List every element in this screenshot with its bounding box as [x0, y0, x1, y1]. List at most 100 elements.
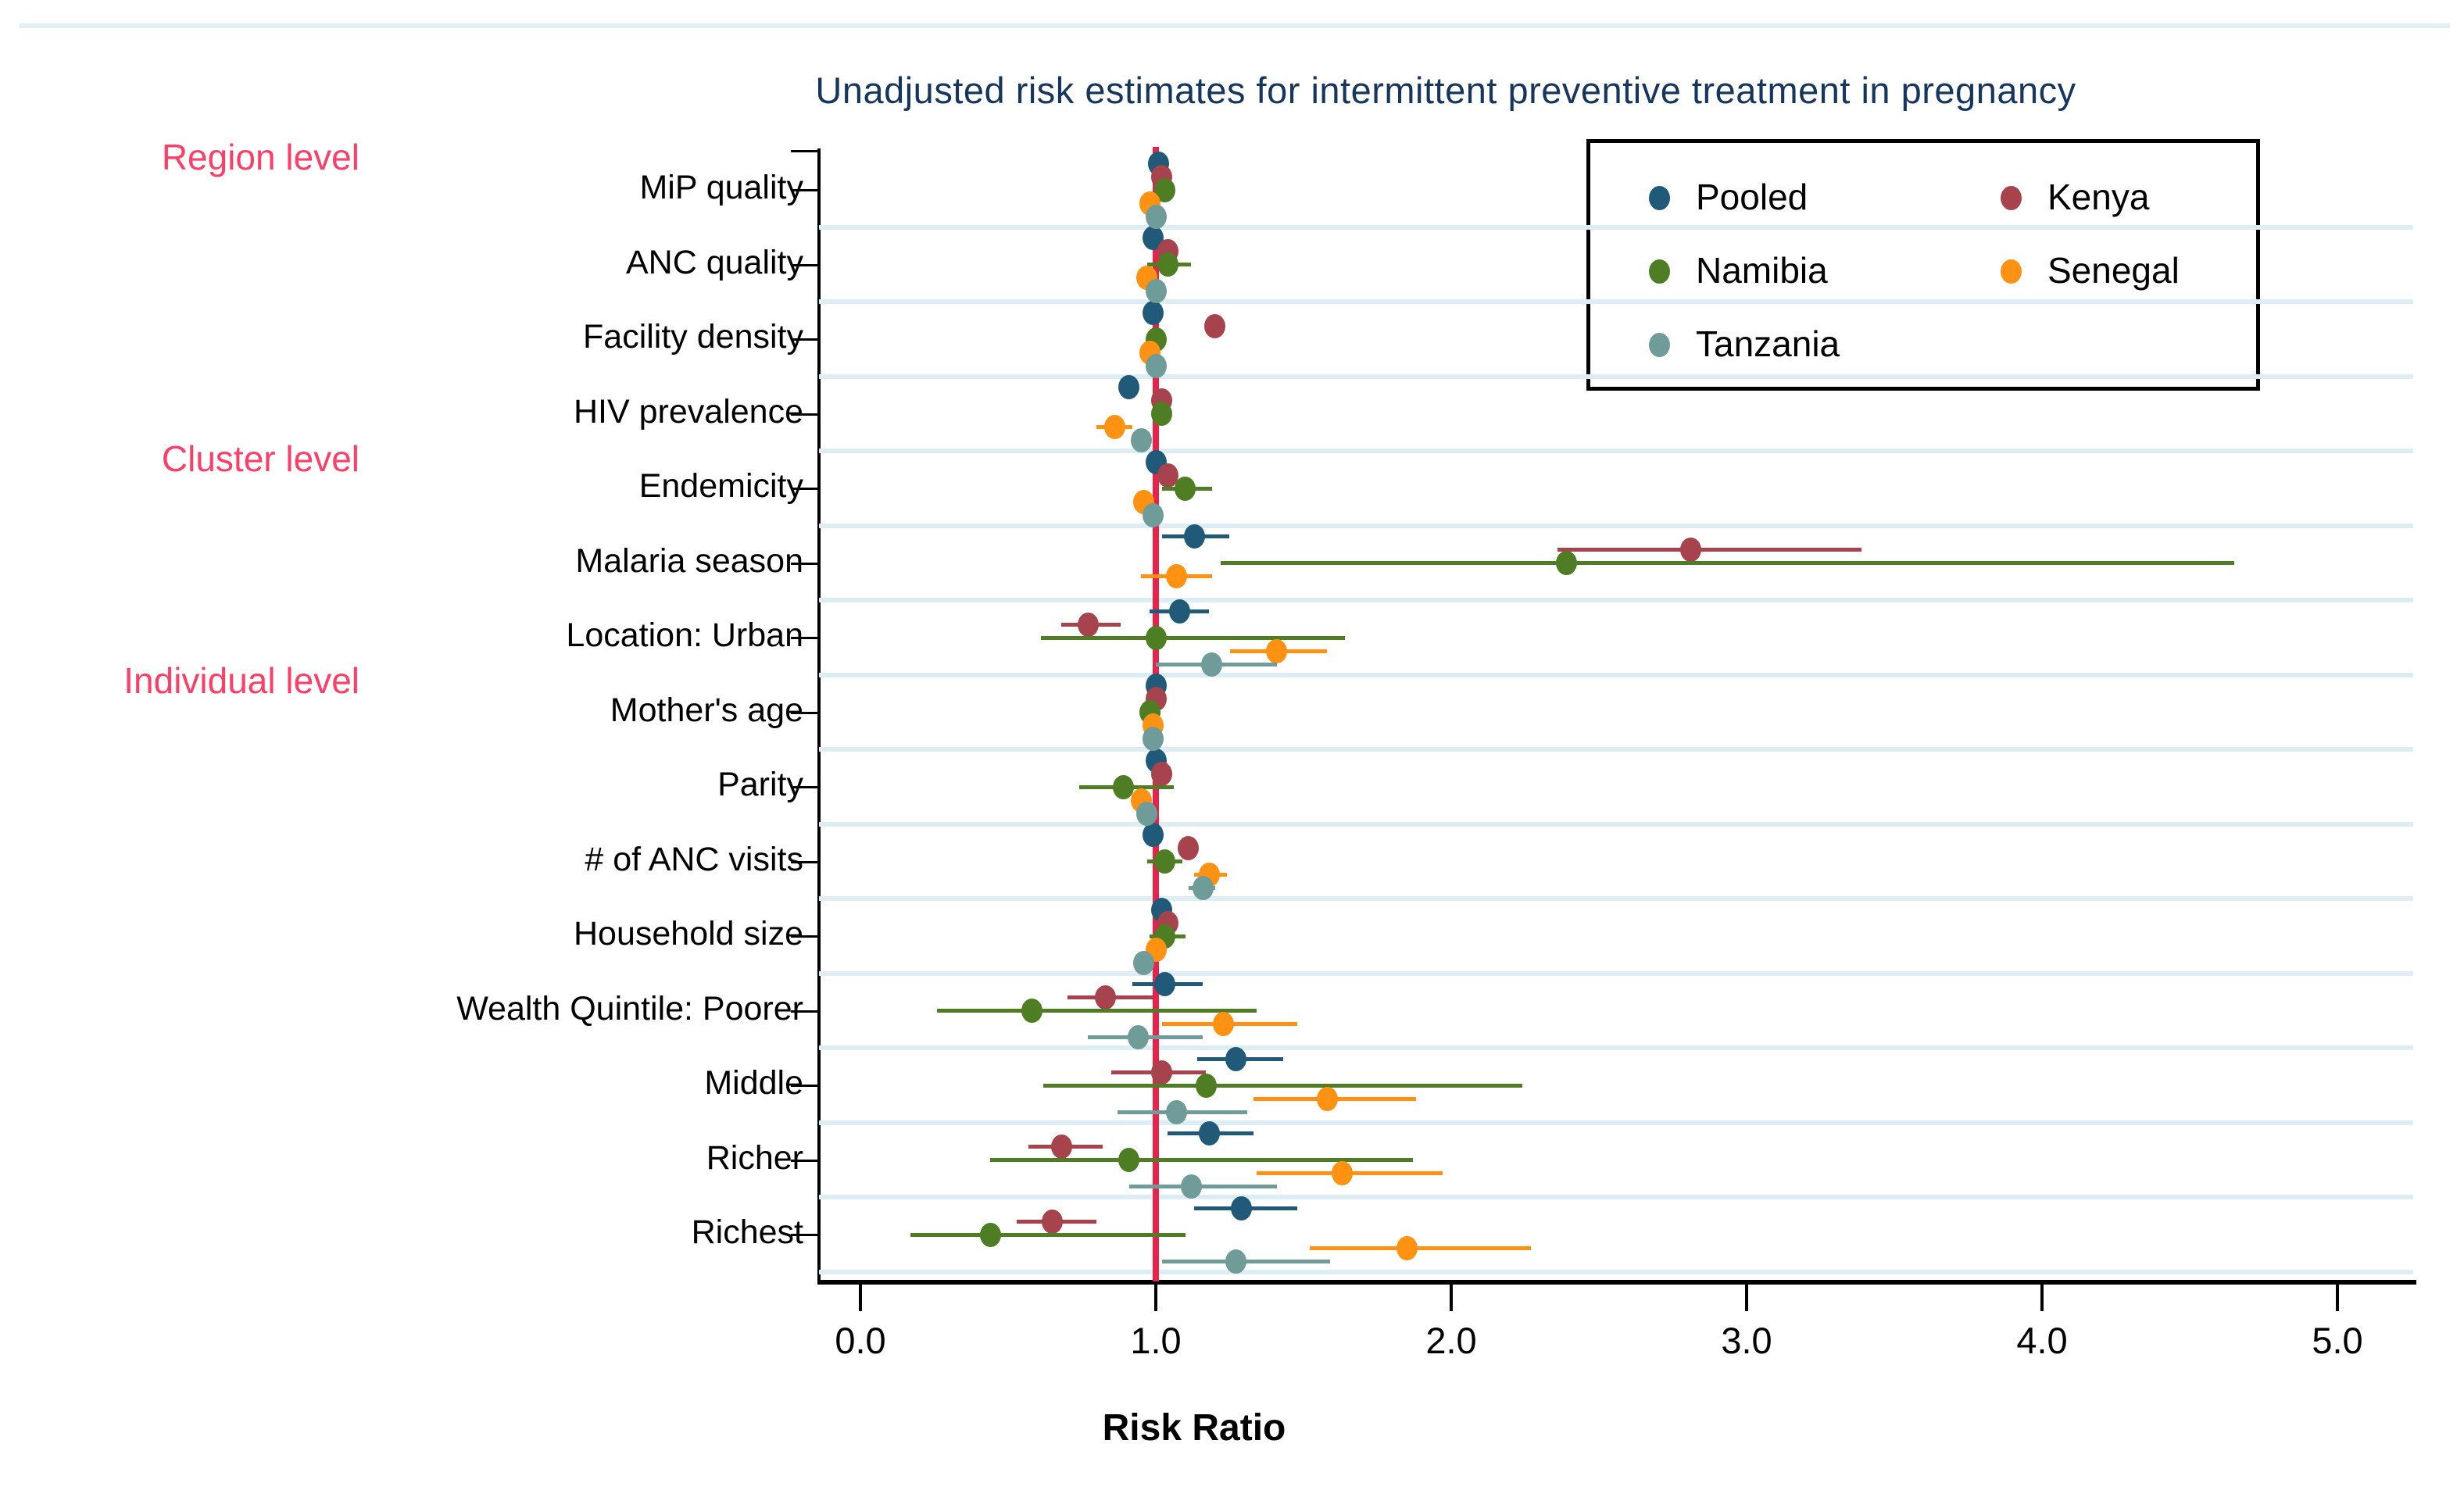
category-label: Mother's age [610, 691, 803, 729]
data-point-kenya [1050, 1135, 1072, 1159]
data-point-pooled [1168, 599, 1190, 624]
x-axis-tick [859, 1285, 862, 1311]
ci-line-namibia [910, 1232, 1186, 1237]
y-axis-tick [791, 860, 819, 863]
data-point-senegal [1316, 1086, 1338, 1111]
legend-marker-senegal [2001, 259, 2022, 284]
data-point-tanzania [1192, 876, 1214, 900]
row-gridline [819, 747, 2413, 752]
category-label: Endemicity [638, 467, 803, 505]
category-label: Richest [691, 1213, 803, 1251]
category-label: MiP quality [639, 169, 803, 206]
data-point-tanzania [1145, 204, 1167, 229]
ci-line-kenya [1557, 548, 1862, 552]
y-axis-line [817, 148, 821, 1283]
data-point-tanzania [1201, 652, 1223, 677]
category-label: ANC quality [625, 243, 803, 281]
data-point-kenya [1157, 463, 1178, 488]
category-label: Facility density [583, 318, 803, 356]
group-level-label: Individual level [123, 660, 359, 701]
y-axis-tick [791, 338, 819, 341]
data-point-tanzania [1142, 502, 1164, 527]
x-axis-tick [2336, 1285, 2339, 1311]
legend-marker-kenya [2001, 186, 2022, 210]
legend-marker-pooled [1649, 186, 1670, 210]
row-gridline [819, 672, 2413, 677]
y-axis-tick [791, 711, 819, 714]
data-point-pooled [1142, 300, 1164, 325]
y-axis-tick [791, 1010, 819, 1013]
data-point-tanzania [1180, 1174, 1202, 1199]
x-tick-label: 3.0 [1721, 1320, 1772, 1361]
data-point-tanzania [1225, 1249, 1246, 1274]
data-point-pooled [1118, 375, 1140, 399]
row-gridline [819, 598, 2413, 603]
row-gridline [819, 970, 2413, 976]
data-point-kenya [1095, 985, 1117, 1010]
y-axis-tick [791, 150, 819, 152]
data-point-senegal [1213, 1012, 1235, 1036]
row-gridline [819, 1269, 2413, 1274]
data-point-kenya [1204, 313, 1226, 338]
category-label: Wealth Quintile: Poorer [456, 989, 803, 1027]
legend-marker-tanzania [1649, 333, 1670, 357]
data-point-namibia [1153, 849, 1175, 874]
data-point-senegal [1165, 564, 1187, 588]
y-axis-tick [791, 263, 819, 266]
x-tick-label: 4.0 [2016, 1320, 2068, 1361]
ci-line-namibia [1221, 561, 2234, 565]
x-tick-label: 2.0 [1425, 1320, 1477, 1361]
category-label: HIV prevalence [574, 392, 803, 431]
row-gridline [819, 373, 2413, 379]
legend-label-senegal: Senegal [2047, 250, 2180, 291]
row-gridline [819, 1045, 2413, 1051]
data-point-pooled [1183, 524, 1205, 549]
category-label: Household size [573, 915, 803, 952]
data-point-pooled [1231, 1195, 1253, 1220]
data-point-namibia [1157, 252, 1178, 277]
data-point-senegal [1331, 1161, 1353, 1185]
x-tick-label: 0.0 [835, 1320, 886, 1361]
y-axis-tick [791, 488, 819, 490]
data-point-senegal [1103, 415, 1125, 439]
data-point-kenya [1042, 1209, 1064, 1234]
row-gridline [819, 449, 2413, 454]
y-axis-tick [791, 1159, 819, 1162]
row-gridline [819, 523, 2413, 528]
category-label: Parity [717, 766, 803, 803]
y-axis-tick [791, 413, 819, 416]
legend-label-tanzania: Tanzania [1696, 323, 1840, 364]
ci-line-namibia [937, 1009, 1257, 1013]
data-point-senegal [1266, 638, 1288, 663]
row-gridline [819, 224, 2413, 230]
data-point-namibia [979, 1222, 1001, 1247]
data-point-tanzania [1142, 727, 1164, 751]
row-gridline [819, 896, 2413, 902]
data-point-kenya [1151, 761, 1173, 786]
data-point-kenya [1077, 612, 1099, 637]
y-axis-tick [791, 189, 819, 191]
x-axis-tick [1154, 1285, 1157, 1311]
x-tick-label: 1.0 [1130, 1320, 1182, 1361]
category-label: Malaria season [575, 541, 803, 580]
legend-box: Pooled Kenya Namibia Senegal Tanzania [1586, 139, 2260, 391]
group-level-label: Region level [161, 137, 359, 177]
data-point-pooled [1225, 1046, 1246, 1071]
group-level-label: Cluster level [161, 438, 359, 479]
legend-marker-namibia [1649, 259, 1670, 284]
data-point-kenya [1679, 538, 1701, 562]
category-label: Richer [706, 1138, 803, 1177]
data-point-senegal [1396, 1235, 1418, 1260]
data-point-tanzania [1130, 428, 1152, 452]
y-axis-tick [791, 1234, 819, 1236]
category-label: Location: Urban [566, 616, 803, 654]
data-point-tanzania [1145, 279, 1167, 303]
category-label: # of ANC visits [585, 840, 803, 878]
figure-top-border [20, 23, 2450, 28]
data-point-tanzania [1127, 1025, 1149, 1049]
legend-label-pooled: Pooled [1696, 177, 1808, 217]
x-axis-line [817, 1280, 2416, 1285]
data-point-namibia [1021, 999, 1042, 1023]
data-point-namibia [1555, 551, 1577, 575]
